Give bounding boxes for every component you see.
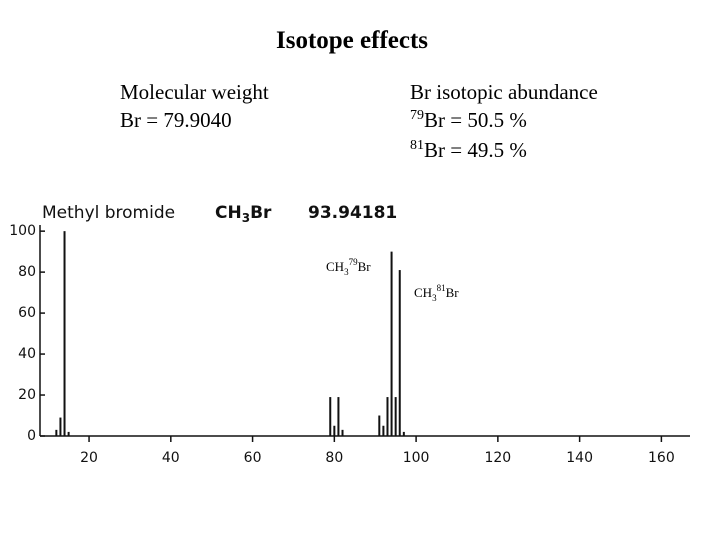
peak-annotation: CH379Br [326,257,371,277]
x-tick-label: 140 [566,450,593,466]
x-tick-label: 120 [484,450,511,466]
x-tick-label: 100 [403,450,430,466]
compound-mass: 93.94181 [308,203,397,223]
y-tick-label: 0 [27,428,36,444]
compound-name: Methyl bromide [42,203,175,223]
formula-sub: 3 [432,293,437,303]
isotope-mass: 81 [410,138,424,153]
y-tick-label: 40 [18,346,36,362]
peak [63,231,66,436]
formula-part: CH [414,285,432,300]
abundance-81: 81Br = 49.5 % [410,138,527,162]
formula-part: CH [326,259,344,274]
peak [398,270,401,436]
molecular-weight-label: Molecular weight [120,80,269,104]
abundance-text: Br = 49.5 % [424,138,527,162]
abundance-label: Br isotopic abundance [410,80,598,104]
formula-part: Br [358,259,372,274]
x-tick-label: 80 [325,450,343,466]
formula-part: Br [446,285,460,300]
peak [67,431,70,436]
formula-sup: 81 [437,283,446,293]
y-tick-label: 60 [18,305,36,321]
x-tick-label: 40 [162,450,180,466]
formula-sup: 79 [349,257,359,267]
x-tick-label: 20 [80,450,98,466]
x-tick-label: 160 [648,450,675,466]
abundance-text: Br = 50.5 % [424,108,527,132]
molecular-weight-value: Br = 79.9040 [120,108,232,132]
x-tick-label: 60 [244,450,262,466]
peak [402,431,405,436]
formula-sub: 3 [344,267,349,277]
formula-part: CH [215,203,242,223]
peak [341,429,344,436]
y-tick-label: 20 [18,387,36,403]
y-tick-label: 100 [9,223,36,239]
compound-formula: CH3Br [215,203,272,225]
peak [394,397,397,436]
peak [329,397,332,436]
peak [378,415,381,436]
peak [59,417,62,436]
isotope-mass: 79 [410,108,424,123]
abundance-79: 79Br = 50.5 % [410,108,527,132]
peak [386,397,389,436]
peak-annotation: CH381Br [414,283,459,303]
peak [337,397,340,436]
peak [333,425,336,436]
formula-part: Br [250,203,272,223]
y-tick-label: 80 [18,264,36,280]
formula-sub: 3 [242,211,250,225]
peak [390,251,393,436]
peak [55,429,58,436]
peak [382,425,385,436]
slide-title: Isotope effects [276,27,428,54]
